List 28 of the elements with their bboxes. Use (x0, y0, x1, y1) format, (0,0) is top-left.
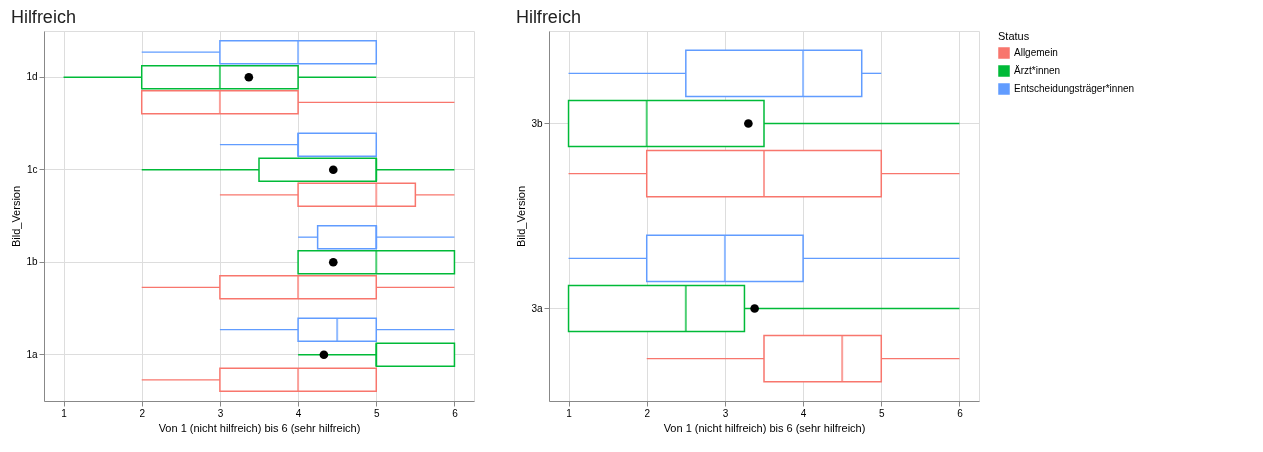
x-tick-label: 5 (373, 407, 380, 419)
x-tick-label: 4 (295, 407, 302, 419)
x-tick-label: 2 (644, 407, 651, 419)
y-axis-title: Bild_Version (10, 185, 23, 248)
y-tick-label: 1a (26, 348, 38, 360)
chart-title: Hilfreich (10, 7, 76, 27)
legend-title: Status (998, 30, 1030, 42)
x-tick-label: 1 (61, 407, 68, 419)
x-tick-label: 3 (722, 407, 729, 419)
x-tick-label: 6 (452, 407, 459, 419)
x-tick-label: 4 (800, 407, 807, 419)
x-tick-label: 6 (957, 407, 964, 419)
legend-label: Allgemein (1014, 47, 1058, 58)
y-tick-label: 3b (531, 117, 543, 129)
x-tick-label: 2 (139, 407, 146, 419)
legend-label: Entscheidungsträger*innen (1014, 83, 1135, 94)
legend-label: Ärzt*innen (1014, 65, 1061, 76)
x-tick-label: 1 (566, 407, 573, 419)
y-tick-label: 3a (531, 302, 543, 314)
x-axis-title: Von 1 (nicht hilfreich) bis 6 (sehr hilfreich) (663, 421, 866, 434)
y-axis-title: Bild_Version (515, 185, 528, 248)
y-tick-label: 1c (26, 163, 38, 175)
x-axis-title: Von 1 (nicht hilfreich) bis 6 (sehr hilfreich) (158, 421, 361, 434)
x-tick-label: 5 (878, 407, 885, 419)
y-tick-label: 1d (26, 71, 38, 83)
y-tick-label: 1b (26, 256, 38, 268)
chart-title: Hilfreich (515, 7, 581, 27)
x-tick-label: 3 (217, 407, 224, 419)
